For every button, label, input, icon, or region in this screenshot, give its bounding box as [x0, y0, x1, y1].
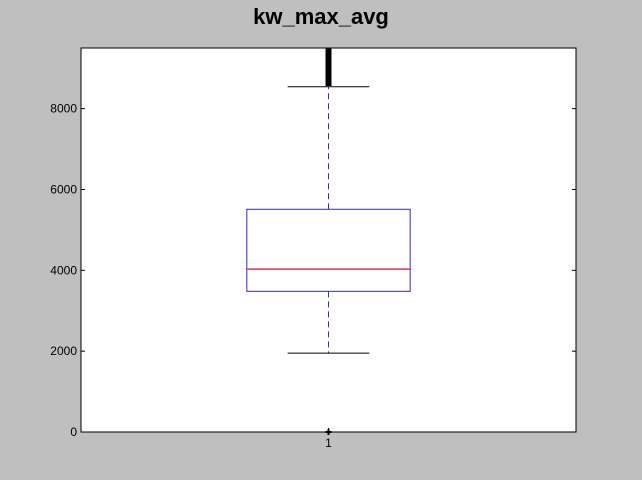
x-tick-label: 1: [325, 436, 332, 450]
box-plot: [246, 48, 411, 435]
y-tick-label: 2000: [50, 344, 77, 358]
y-tick-label: 0: [70, 425, 77, 439]
axis-ticks: 0 2000 4000 6000 8000 1: [50, 48, 576, 450]
iqr-box: [246, 208, 411, 292]
plot-area: [80, 47, 577, 433]
y-tick-label: 4000: [50, 263, 77, 277]
y-tick-label: 8000: [50, 102, 77, 116]
outliers-high: [325, 48, 332, 86]
y-tick-label: 6000: [50, 182, 77, 196]
chart-title: kw_max_avg: [253, 4, 389, 29]
